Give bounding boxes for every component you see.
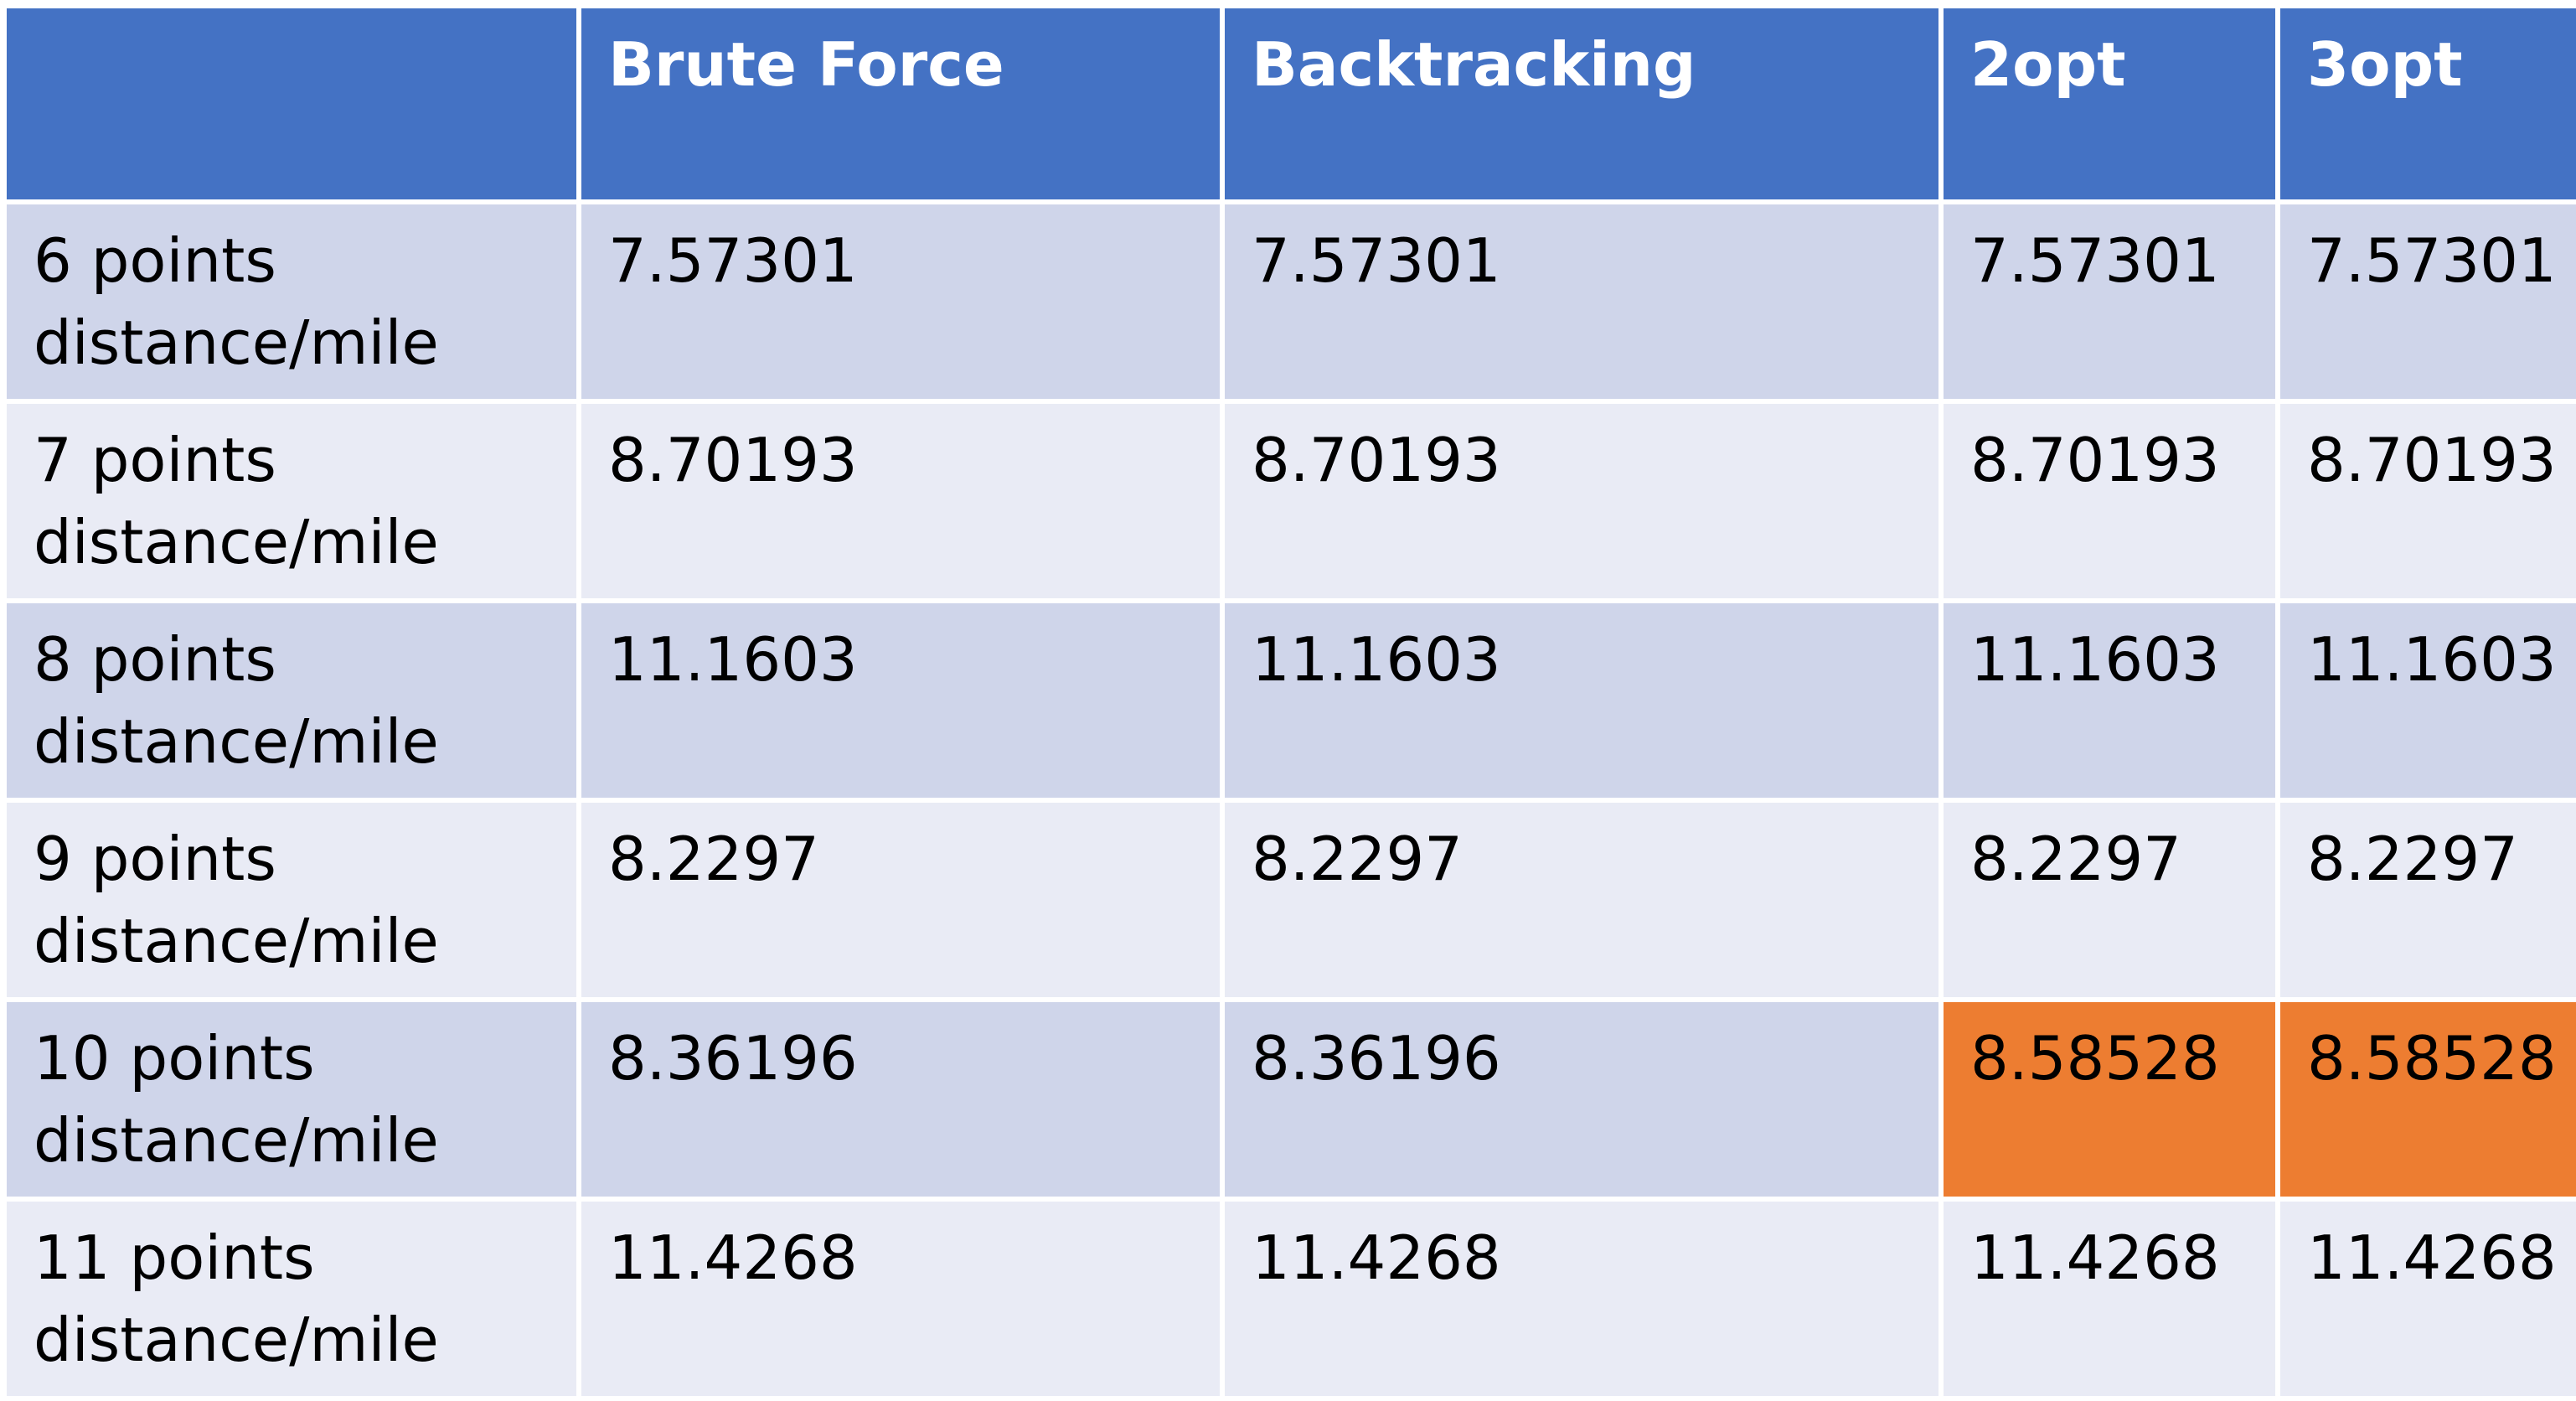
row-label-cell: 6 points distance/mile: [7, 204, 576, 399]
row-label-line2: distance/mile: [34, 1105, 439, 1176]
table-row: 10 points distance/mile 8.36196 8.36196 8.58…: [7, 1002, 2576, 1197]
value-cell: 11.1603: [1944, 603, 2275, 798]
table-row: 6 points distance/mile 7.57301 7.57301 7.573…: [7, 204, 2576, 399]
table-row: 7 points distance/mile 8.70193 8.70193 8.701…: [7, 404, 2576, 598]
row-label-line1: 10 points: [34, 1023, 315, 1093]
row-label-line1: 6 points: [34, 225, 276, 296]
value-cell: 8.36196: [581, 1002, 1220, 1197]
header-cell-brute-force: Brute Force: [581, 8, 1220, 199]
value-cell: 11.4268: [1944, 1202, 2275, 1396]
row-label-line2: distance/mile: [34, 308, 439, 378]
row-label-cell: 10 points distance/mile: [7, 1002, 576, 1197]
row-label-cell: 9 points distance/mile: [7, 803, 576, 997]
value-cell: 8.70193: [2280, 404, 2576, 598]
table-row: 9 points distance/mile 8.2297 8.2297 8.2297 8…: [7, 803, 2576, 997]
value-cell: 11.1603: [1225, 603, 1938, 798]
value-cell: 11.1603: [2280, 603, 2576, 798]
value-cell: 11.1603: [581, 603, 1220, 798]
value-cell: 7.57301: [581, 204, 1220, 399]
value-cell: 8.36196: [1225, 1002, 1938, 1197]
value-cell: 7.57301: [1225, 204, 1938, 399]
header-cell-backtracking: Backtracking: [1225, 8, 1938, 199]
header-cell-2opt: 2opt: [1944, 8, 2275, 199]
row-label-line1: 7 points: [34, 425, 276, 495]
value-cell: 11.4268: [581, 1202, 1220, 1396]
header-cell-3opt: 3opt: [2280, 8, 2576, 199]
value-cell: 8.2297: [2280, 803, 2576, 997]
value-cell: 8.2297: [1944, 803, 2275, 997]
row-label-line1: 11 points: [34, 1223, 315, 1293]
value-cell: 8.58528: [2280, 1002, 2576, 1197]
results-table-wrapper: Brute Force Backtracking 2opt 3opt 6 poi…: [2, 3, 2576, 1401]
row-label-line2: distance/mile: [34, 1305, 439, 1375]
row-label-line2: distance/mile: [34, 706, 439, 777]
row-label-cell: 11 points distance/mile: [7, 1202, 576, 1396]
row-label-line1: 8 points: [34, 624, 276, 695]
row-label-line2: distance/mile: [34, 507, 439, 577]
value-cell: 7.57301: [1944, 204, 2275, 399]
table-body: 6 points distance/mile 7.57301 7.57301 7.573…: [7, 204, 2576, 1396]
value-cell: 11.4268: [1225, 1202, 1938, 1396]
row-label-line1: 9 points: [34, 824, 276, 894]
table-row: 8 points distance/mile 11.1603 11.1603 11.16…: [7, 603, 2576, 798]
value-cell: 8.70193: [581, 404, 1220, 598]
value-cell: 8.2297: [581, 803, 1220, 997]
row-label-cell: 8 points distance/mile: [7, 603, 576, 798]
value-cell: 8.70193: [1225, 404, 1938, 598]
value-cell: 8.70193: [1944, 404, 2275, 598]
value-cell: 7.57301: [2280, 204, 2576, 399]
header-row: Brute Force Backtracking 2opt 3opt: [7, 8, 2576, 199]
value-cell: 8.58528: [1944, 1002, 2275, 1197]
header-cell-empty: [7, 8, 576, 199]
row-label-cell: 7 points distance/mile: [7, 404, 576, 598]
value-cell: 11.4268: [2280, 1202, 2576, 1396]
value-cell: 8.2297: [1225, 803, 1938, 997]
row-label-line2: distance/mile: [34, 906, 439, 976]
table-row: 11 points distance/mile 11.4268 11.4268 11.4…: [7, 1202, 2576, 1396]
results-table: Brute Force Backtracking 2opt 3opt 6 poi…: [2, 3, 2576, 1401]
